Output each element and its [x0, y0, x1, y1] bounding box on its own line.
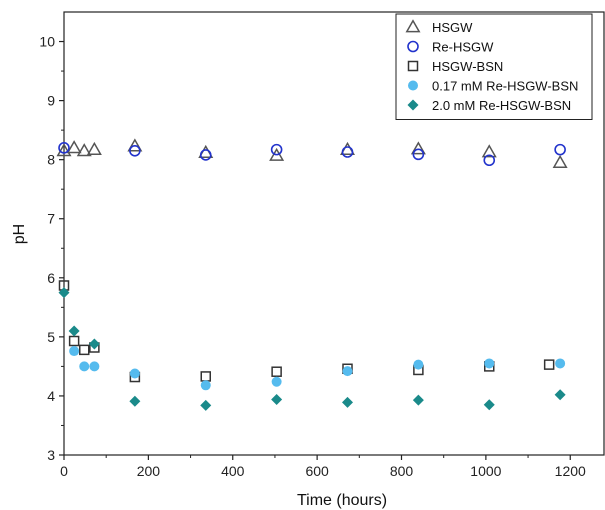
- legend-box: [395, 13, 593, 120]
- data-point: [543, 359, 555, 370]
- x-tick-label: 400: [221, 463, 245, 479]
- y-tick-label: 5: [47, 329, 55, 345]
- legend-marker: [405, 19, 421, 33]
- data-point: [58, 142, 70, 154]
- data-point: [200, 380, 211, 391]
- x-tick-label: 600: [305, 463, 329, 479]
- data-point: [68, 325, 80, 337]
- data-point: [554, 389, 566, 401]
- legend-entry: 2.0 mM Re-HSGW-BSN: [432, 98, 571, 113]
- data-point: [410, 141, 426, 155]
- data-point: [79, 344, 90, 356]
- y-tick-label: 9: [47, 93, 55, 109]
- legend-entry: HSGW-BSN: [432, 59, 503, 74]
- x-axis-label: Time (hours): [297, 492, 387, 509]
- data-point: [341, 146, 354, 158]
- series-0: [56, 138, 568, 169]
- data-point: [129, 368, 140, 379]
- legend-marker: [407, 40, 419, 53]
- y-tick-label: 4: [47, 388, 55, 404]
- series-2: [58, 280, 555, 383]
- data-point: [269, 147, 285, 161]
- legend-marker: [407, 99, 419, 111]
- data-point: [270, 143, 283, 156]
- data-point: [66, 140, 82, 154]
- x-tick-label: 1200: [555, 463, 586, 479]
- y-tick-label: 7: [47, 211, 55, 227]
- x-tick-label: 800: [390, 463, 414, 479]
- legend: HSGW Re-HSGW HSGW-BSN 0.17 mM Re-HSGW-BSN 2.…: [395, 13, 593, 120]
- data-points: [56, 138, 568, 411]
- y-tick-label: 8: [47, 152, 55, 168]
- data-point: [342, 366, 353, 377]
- data-point: [271, 376, 282, 387]
- data-point: [58, 287, 70, 299]
- data-point: [555, 358, 566, 369]
- data-point: [199, 149, 212, 161]
- series-3: [69, 346, 566, 391]
- x-tick-label: 200: [137, 463, 161, 479]
- data-point: [413, 359, 424, 370]
- data-point: [200, 399, 212, 411]
- x-tick-label: 1000: [470, 463, 501, 479]
- data-point: [484, 358, 495, 369]
- series-4: [58, 287, 566, 411]
- data-point: [129, 145, 141, 157]
- data-point: [127, 138, 143, 152]
- data-point: [89, 361, 100, 372]
- plot-frame: [63, 11, 605, 456]
- data-point: [76, 143, 92, 157]
- data-point: [342, 396, 353, 408]
- data-point: [412, 148, 425, 161]
- legend-entry: Re-HSGW: [432, 40, 494, 55]
- data-point: [79, 361, 90, 372]
- axes: 0 200 400 600 800 1000 1200 3 4 5 6 7 8 9 10: [39, 11, 605, 479]
- data-point: [69, 346, 80, 357]
- data-point: [483, 399, 495, 411]
- data-point: [88, 338, 100, 350]
- legend-entry: HSGW: [432, 20, 473, 35]
- data-point: [68, 335, 80, 347]
- data-point: [554, 143, 566, 156]
- legend-marker: [407, 60, 419, 72]
- series-1: [58, 142, 566, 167]
- data-point: [271, 366, 282, 377]
- data-point: [129, 395, 141, 407]
- data-point: [483, 154, 496, 167]
- data-point: [86, 141, 102, 156]
- y-axis-label: pH: [11, 224, 28, 244]
- data-point: [200, 371, 211, 382]
- y-tick-label: 10: [39, 34, 55, 50]
- data-point: [412, 394, 424, 406]
- y-tick-label: 6: [47, 270, 55, 286]
- data-point: [481, 144, 497, 158]
- legend-entry: 0.17 mM Re-HSGW-BSN: [432, 79, 578, 94]
- data-point: [56, 143, 72, 157]
- y-tick-label: 3: [47, 447, 55, 463]
- legend-marker: [408, 80, 418, 91]
- data-point: [271, 393, 283, 405]
- x-tick-label: 0: [60, 463, 68, 479]
- data-point: [552, 154, 568, 169]
